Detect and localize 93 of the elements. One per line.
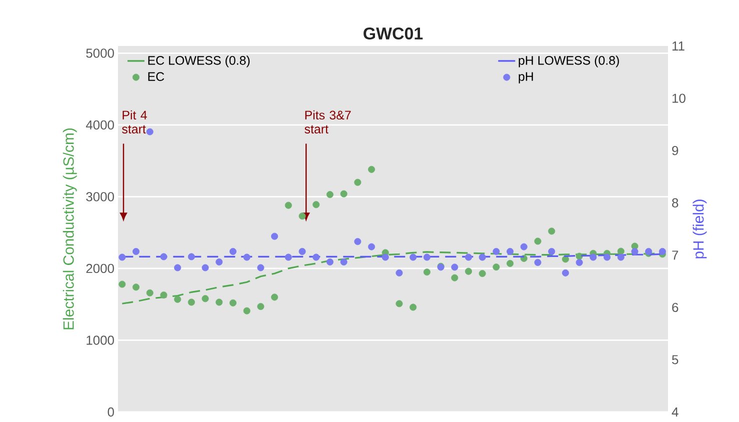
- point: [478, 270, 486, 277]
- point: [492, 264, 500, 271]
- point: [590, 254, 597, 261]
- point: [229, 248, 236, 255]
- y-tick-label: 0: [108, 407, 114, 417]
- point: [576, 258, 583, 266]
- point: [506, 248, 514, 255]
- point: [562, 256, 569, 263]
- y-tick-label: 2000: [86, 264, 114, 274]
- point: [548, 248, 556, 255]
- point: [354, 178, 362, 186]
- point: [548, 228, 556, 235]
- point: [492, 248, 500, 255]
- y2-tick-label: 7: [672, 250, 678, 260]
- point: [146, 289, 154, 296]
- point: [534, 258, 542, 266]
- point: [562, 269, 569, 276]
- point: [340, 258, 348, 266]
- y-tick-label: 3000: [86, 192, 114, 202]
- point: [382, 254, 389, 261]
- point: [202, 295, 209, 302]
- point: [174, 296, 182, 303]
- y2-tick-label: 4: [672, 408, 678, 416]
- y2-axis-title: pH (field): [692, 200, 707, 258]
- y2-tick-label: 6: [672, 302, 678, 312]
- legend-label: pH LOWESS (0.8): [518, 56, 619, 68]
- y2-tick-label: 10: [672, 94, 686, 103]
- point: [451, 264, 458, 271]
- y-tick-label: 4000: [86, 120, 114, 130]
- point: [465, 268, 472, 275]
- point: [604, 254, 611, 261]
- point: [257, 264, 264, 272]
- point: [520, 243, 528, 250]
- point: [160, 253, 168, 260]
- point: [118, 254, 126, 261]
- point: [465, 254, 472, 261]
- point: [478, 254, 486, 261]
- point: [506, 260, 514, 267]
- point: [340, 190, 348, 198]
- point: [174, 264, 182, 272]
- point: [631, 248, 638, 255]
- point: [216, 258, 223, 266]
- y-tick-label: 5000: [86, 48, 114, 58]
- point: [354, 238, 362, 246]
- y2-tick-label: 5: [672, 355, 678, 364]
- point: [298, 248, 306, 255]
- legend-label: pH: [518, 72, 533, 84]
- point: [326, 191, 334, 198]
- point: [617, 248, 624, 255]
- point: [396, 300, 403, 308]
- y2-tick-label: 9: [672, 146, 678, 156]
- point: [576, 252, 583, 260]
- point: [257, 303, 264, 310]
- point: [410, 254, 417, 261]
- legend-label: EC LOWESS (0.8): [148, 56, 250, 68]
- chart-title: GWC01: [364, 28, 423, 40]
- point: [410, 304, 417, 311]
- point: [326, 258, 334, 266]
- point: [368, 243, 376, 250]
- point: [160, 292, 168, 299]
- point: [202, 264, 209, 272]
- point: [271, 232, 278, 240]
- point: [284, 202, 292, 209]
- legend-label: EC: [148, 72, 164, 81]
- point: [271, 294, 278, 301]
- point: [188, 298, 195, 306]
- y-tick-label: 1000: [86, 336, 114, 345]
- point: [132, 284, 140, 291]
- point: [368, 166, 376, 173]
- point: [451, 274, 458, 282]
- point: [298, 212, 306, 220]
- point: [229, 299, 236, 306]
- y-axis-title: Electrical Conductivity (µS/cm): [62, 128, 77, 330]
- y2-tick-label: 8: [672, 198, 678, 208]
- point: [617, 254, 624, 261]
- point: [118, 280, 126, 288]
- annotation: Pits 3&7 start: [304, 110, 351, 134]
- point: [312, 254, 320, 261]
- point: [146, 128, 154, 136]
- point: [534, 238, 542, 245]
- point: [658, 248, 666, 255]
- point: [396, 269, 403, 276]
- y2-tick-label: 11: [672, 42, 684, 50]
- point: [312, 201, 320, 208]
- point: [188, 253, 195, 260]
- point: [243, 307, 250, 314]
- point: [284, 254, 292, 261]
- point: [423, 268, 430, 276]
- point: [216, 298, 223, 306]
- point: [132, 248, 140, 255]
- point: [423, 254, 430, 261]
- point: [243, 254, 250, 261]
- annotation: Pit 4 start: [122, 110, 147, 134]
